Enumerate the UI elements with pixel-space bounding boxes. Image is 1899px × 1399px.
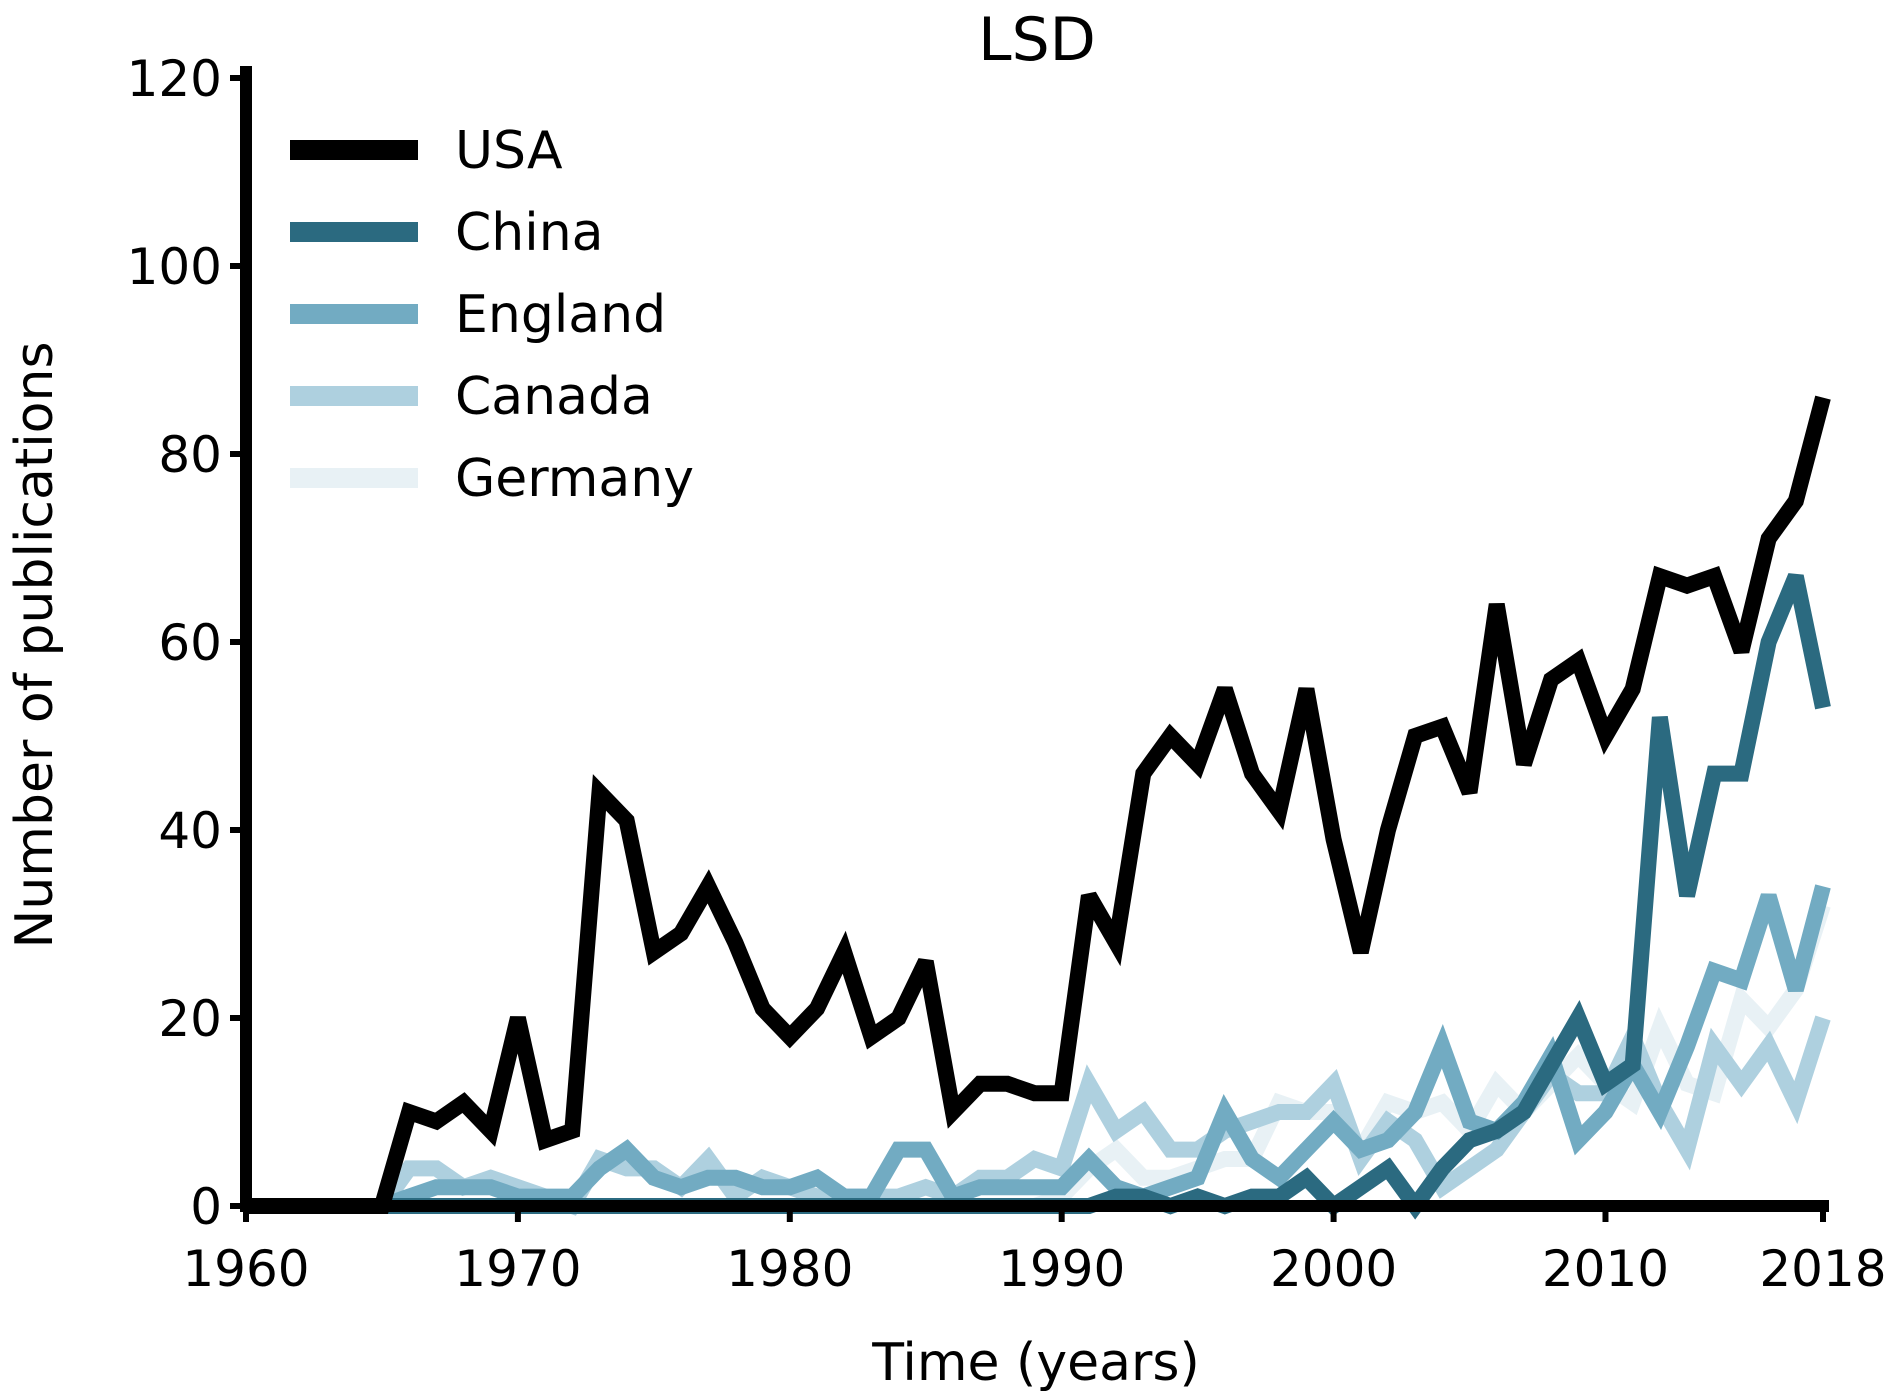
x-tick-label-1990: 1990 xyxy=(998,1240,1125,1298)
legend-label-china: China xyxy=(455,203,604,263)
y-tick-label-60: 60 xyxy=(158,614,222,672)
legend-label-england: England xyxy=(455,285,666,345)
series-line-usa xyxy=(246,395,1831,1214)
y-tick-label-0: 0 xyxy=(190,1178,222,1236)
legend-label-germany: Germany xyxy=(455,449,694,509)
legend-label-canada: Canada xyxy=(455,367,653,427)
chart-title: LSD xyxy=(978,5,1096,75)
y-tick-label-80: 80 xyxy=(158,426,222,484)
y-tick-label-100: 100 xyxy=(127,238,222,296)
legend: USA China England Canada Germany xyxy=(290,121,694,509)
x-tick-label-2000: 2000 xyxy=(1270,1240,1397,1298)
y-tick-label-120: 120 xyxy=(127,50,222,108)
x-tick-label-2010: 2010 xyxy=(1542,1240,1669,1298)
x-axis-title: Time (years) xyxy=(871,1333,1199,1393)
y-axis-title: Number of publications xyxy=(5,341,65,948)
x-tick-label-2018: 2018 xyxy=(1759,1240,1886,1298)
x-tick-label-1960: 1960 xyxy=(182,1240,309,1298)
series-line-england xyxy=(246,884,1831,1214)
x-tick-label-1980: 1980 xyxy=(726,1240,853,1298)
y-tick-label-40: 40 xyxy=(158,802,222,860)
ticks-layer: 1960 1970 1980 1990 2000 2010 2018 0 20 40 60 80 100… xyxy=(127,50,1887,1298)
y-tick-label-20: 20 xyxy=(158,990,222,1048)
legend-label-usa: USA xyxy=(455,121,563,181)
x-tick-label-1970: 1970 xyxy=(454,1240,581,1298)
series-layer xyxy=(246,395,1831,1220)
